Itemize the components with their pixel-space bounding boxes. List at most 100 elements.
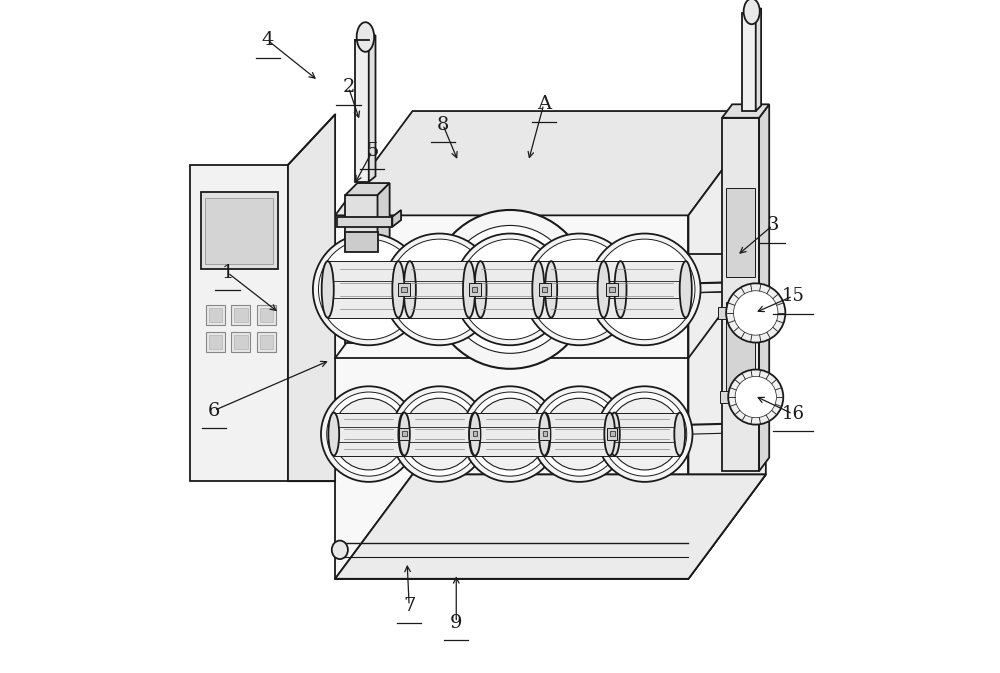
Ellipse shape [357, 22, 374, 52]
Polygon shape [335, 111, 766, 215]
Ellipse shape [328, 413, 339, 456]
Bar [401, 287, 407, 292]
Polygon shape [288, 114, 335, 481]
Ellipse shape [609, 413, 620, 456]
Polygon shape [335, 474, 766, 579]
Bar [231, 305, 250, 325]
Circle shape [384, 234, 495, 345]
Polygon shape [337, 217, 392, 227]
Polygon shape [335, 215, 688, 579]
Circle shape [589, 234, 701, 345]
Polygon shape [190, 165, 288, 481]
Bar [607, 428, 617, 440]
Circle shape [454, 234, 566, 345]
Bar [328, 261, 410, 318]
Text: 7: 7 [403, 597, 415, 614]
Polygon shape [759, 104, 769, 471]
Bar [234, 335, 248, 349]
Bar [720, 391, 729, 403]
Polygon shape [722, 104, 769, 118]
Bar [542, 287, 547, 292]
Ellipse shape [540, 413, 550, 456]
Bar [609, 287, 615, 292]
Bar [475, 413, 545, 456]
Polygon shape [392, 210, 401, 227]
Polygon shape [742, 13, 756, 111]
Bar [398, 261, 480, 318]
Text: 16: 16 [781, 405, 804, 423]
Text: 9: 9 [450, 614, 463, 631]
Circle shape [734, 291, 778, 335]
Bar [205, 198, 273, 264]
Text: 8: 8 [437, 116, 449, 133]
Bar [234, 308, 248, 322]
Circle shape [313, 234, 425, 345]
Circle shape [389, 239, 490, 340]
Bar [402, 431, 407, 436]
Ellipse shape [744, 0, 760, 24]
Ellipse shape [474, 261, 487, 318]
Bar [257, 332, 276, 352]
Circle shape [460, 239, 560, 340]
Bar [539, 283, 551, 296]
Ellipse shape [674, 413, 685, 456]
Circle shape [446, 225, 574, 353]
Bar [604, 261, 686, 318]
Ellipse shape [399, 413, 410, 456]
Bar [544, 413, 614, 456]
Ellipse shape [404, 261, 416, 318]
Polygon shape [688, 111, 766, 579]
Circle shape [735, 376, 776, 418]
Circle shape [474, 398, 546, 470]
Text: 4: 4 [262, 32, 274, 49]
Circle shape [321, 386, 417, 482]
Bar [209, 335, 222, 349]
Circle shape [333, 398, 405, 470]
Bar [610, 413, 680, 456]
Circle shape [537, 392, 621, 476]
Bar [539, 428, 550, 440]
Circle shape [609, 398, 681, 470]
Polygon shape [345, 183, 390, 195]
Polygon shape [345, 195, 378, 273]
Bar [257, 305, 276, 325]
Bar [538, 261, 620, 318]
Polygon shape [378, 260, 390, 343]
Circle shape [726, 283, 785, 343]
Ellipse shape [614, 261, 627, 318]
Text: 15: 15 [781, 287, 804, 305]
Text: 6: 6 [208, 402, 220, 419]
Ellipse shape [598, 261, 610, 318]
Bar [606, 283, 618, 296]
Circle shape [462, 386, 558, 482]
Ellipse shape [398, 413, 409, 456]
Bar [209, 308, 222, 322]
Polygon shape [726, 302, 755, 400]
Bar [543, 431, 547, 436]
Ellipse shape [532, 261, 544, 318]
Circle shape [532, 386, 627, 482]
Polygon shape [335, 474, 766, 579]
Ellipse shape [463, 261, 475, 318]
Bar [469, 261, 551, 318]
Bar [334, 413, 404, 456]
Ellipse shape [392, 261, 404, 318]
Polygon shape [378, 183, 390, 273]
Bar [469, 428, 480, 440]
Polygon shape [756, 8, 761, 111]
Text: 3: 3 [766, 217, 779, 234]
Bar [473, 431, 477, 436]
Text: 2: 2 [342, 79, 355, 96]
Bar [206, 305, 225, 325]
Circle shape [524, 234, 635, 345]
Ellipse shape [334, 289, 345, 306]
Polygon shape [369, 35, 375, 182]
Ellipse shape [322, 261, 334, 318]
Bar [206, 332, 225, 352]
Ellipse shape [332, 540, 348, 559]
Circle shape [397, 392, 481, 476]
Circle shape [468, 392, 552, 476]
Circle shape [404, 398, 475, 470]
Polygon shape [722, 118, 759, 471]
Polygon shape [345, 232, 378, 252]
